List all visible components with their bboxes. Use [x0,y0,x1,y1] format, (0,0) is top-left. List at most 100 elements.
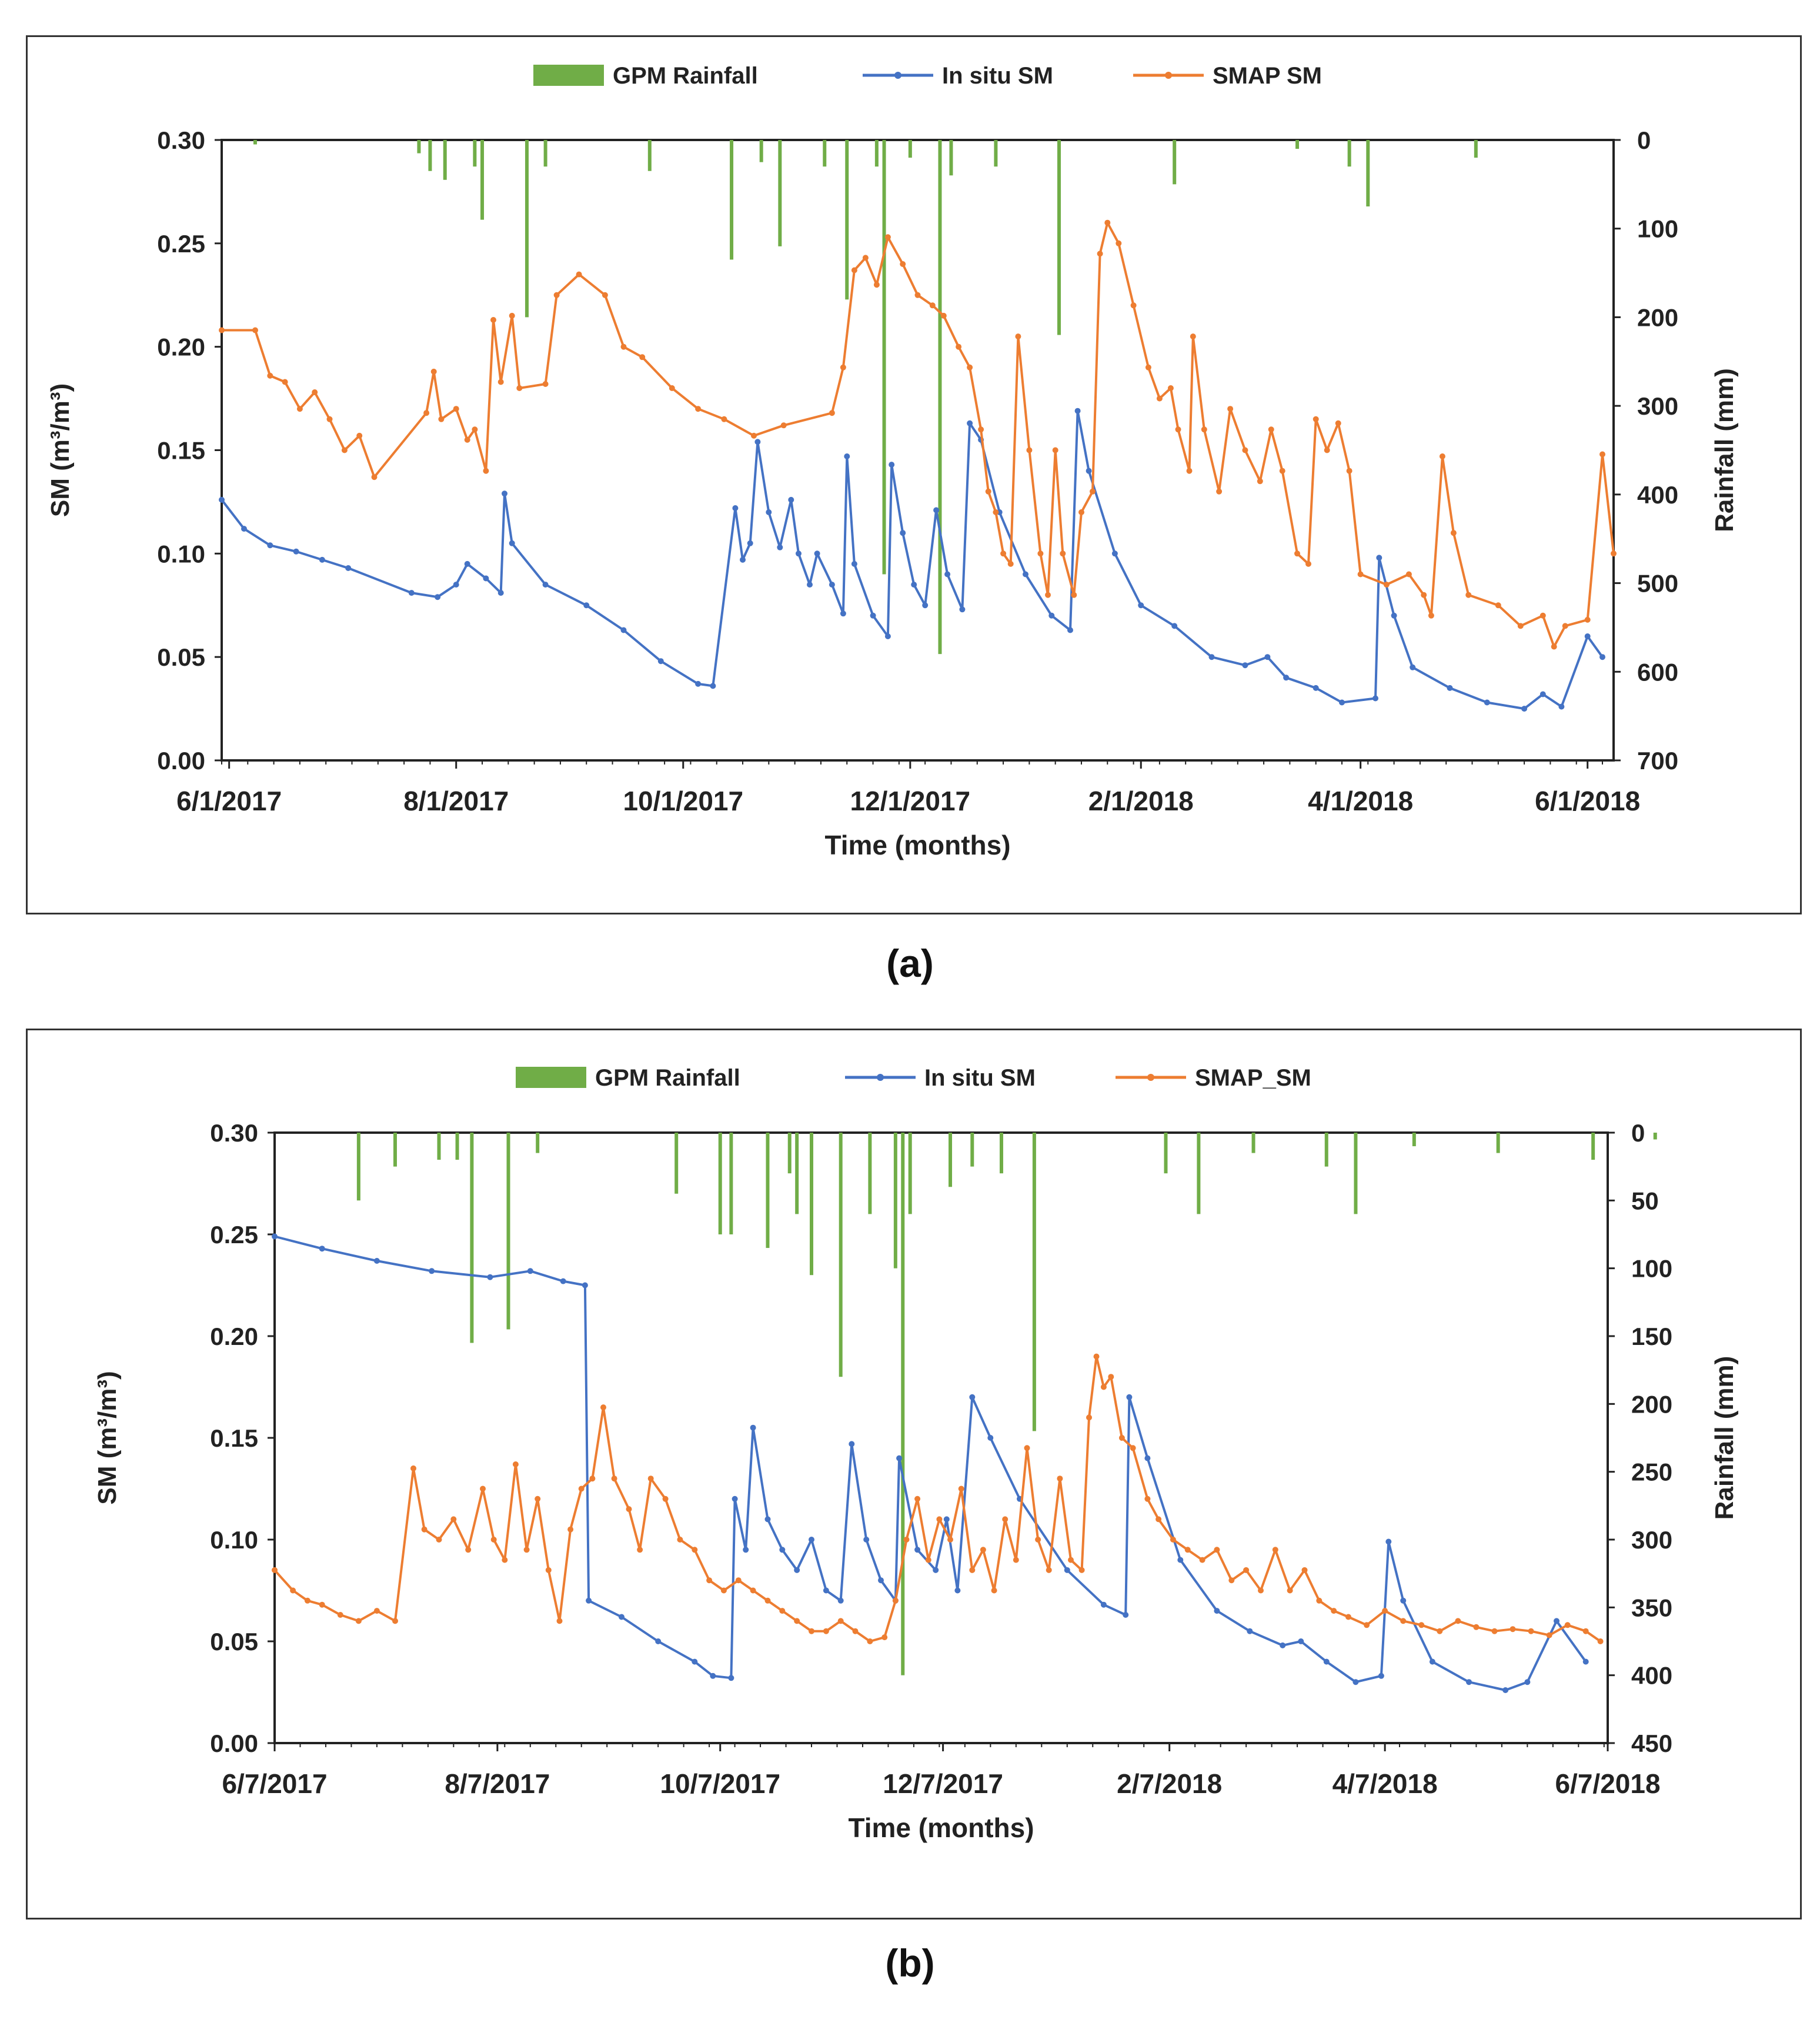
rainfall-bar [443,140,447,180]
smap-point [1562,623,1568,629]
rainfall-bar [1347,140,1351,167]
smap-point [490,1537,497,1543]
smap-point [1104,219,1111,226]
insitu-point [1144,1455,1151,1461]
smap-point [602,292,608,298]
insitu-point [1074,408,1081,414]
rainfall-bar [1591,1133,1595,1160]
rainfall-bar [994,140,998,167]
y-tick-label: 0.20 [157,333,205,361]
smap-point [1052,447,1058,453]
smap-point [637,1547,643,1553]
rainfall-bar [1057,140,1061,335]
smap-point [1437,1628,1443,1634]
smap-point [735,1577,742,1584]
smap-point [312,389,318,395]
insitu-point [851,560,857,567]
insitu-point [849,1441,855,1447]
insitu-point [1599,654,1605,660]
rainfall-bar [455,1133,459,1160]
insitu-point [933,1567,939,1573]
smap-point [296,406,303,412]
insitu-point [710,1673,716,1679]
smap-point [611,1475,617,1482]
insitu-point [1100,1601,1107,1608]
rainfall-bar [1653,1133,1657,1140]
smap-point [1551,643,1557,650]
smap-point [706,1577,713,1584]
smap-point [626,1506,632,1513]
rainfall-bar [839,1133,843,1377]
rainfall-bar [938,140,942,655]
insitu-point [509,540,515,546]
smap-point [545,1567,552,1573]
rainfall-bar [1474,140,1478,158]
y-tick-label: 0.25 [157,230,205,258]
rainfall-bar [1173,140,1177,185]
smap-point [1473,1624,1480,1630]
smap-point [1382,1608,1388,1614]
y-tick-label: 0.00 [210,1730,258,1757]
smap-point [1170,1537,1176,1543]
smap-point [779,1608,786,1614]
rainfall-bar [506,1133,510,1330]
insitu-point [740,556,746,563]
insitu-point [1126,1394,1133,1400]
chart-a: GPM Rainfall In situ SM SMAP SM 0.00 0.05 0.1… [46,63,1739,860]
smap-point [750,1587,756,1594]
insitu-point [1177,1557,1184,1563]
insitu-point [837,1597,844,1604]
smap-point [914,292,921,298]
insitu-point [914,1547,921,1553]
insitu-point [319,1246,325,1252]
legend-smap-marker [1147,1074,1154,1081]
smap-point [1145,364,1151,370]
insitu-point [219,496,225,503]
smap-point [1097,251,1103,257]
rainfall-bar [868,1133,872,1214]
smap-line [222,221,1615,648]
insitu-point [967,420,973,426]
insitu-point [241,526,247,532]
insitu-point [944,571,951,577]
smap-point [1167,385,1174,391]
rainfall-bar [1164,1133,1168,1174]
legend-insitu-label: In situ SM [942,63,1053,89]
rainfall-bar [795,1133,799,1214]
rainfall-bar [949,1133,953,1187]
insitu-point [896,1455,903,1461]
y2-tick-label: 350 [1631,1594,1672,1621]
smap-point [1313,416,1319,422]
insitu-point [435,594,441,600]
smap-point [1540,612,1546,619]
insitu-point [969,1394,976,1400]
smap-point [1546,1632,1552,1638]
smap-point [430,368,437,375]
insitu-point [1048,612,1055,619]
smap-point [929,302,936,309]
x-tick-label: 4/1/2018 [1308,786,1413,816]
insitu-point [764,1516,771,1523]
insitu-point [1064,1567,1070,1573]
insitu-point [1558,703,1565,710]
insitu-point [779,1547,786,1553]
rainfall-bar [480,140,485,220]
insitu-point [695,680,702,687]
smap-point [450,1516,457,1523]
insitu-point [1214,1608,1220,1614]
insitu-point [620,627,627,633]
smap-point [1465,592,1472,598]
smap-point [1272,1547,1278,1553]
smap-point [1335,420,1341,426]
smap-point [840,364,846,370]
y2-axis-title: Rainfall (mm) [1710,368,1739,532]
insitu-point [345,565,352,571]
smap-point [967,364,973,370]
smap-point [472,426,478,433]
smap-point [341,447,348,453]
x-tick-label: 6/1/2018 [1535,786,1640,816]
smap-point [1228,1577,1235,1584]
smap-point [1510,1626,1516,1633]
y2-tick-label: 400 [1631,1662,1672,1690]
smap-point [780,422,787,429]
